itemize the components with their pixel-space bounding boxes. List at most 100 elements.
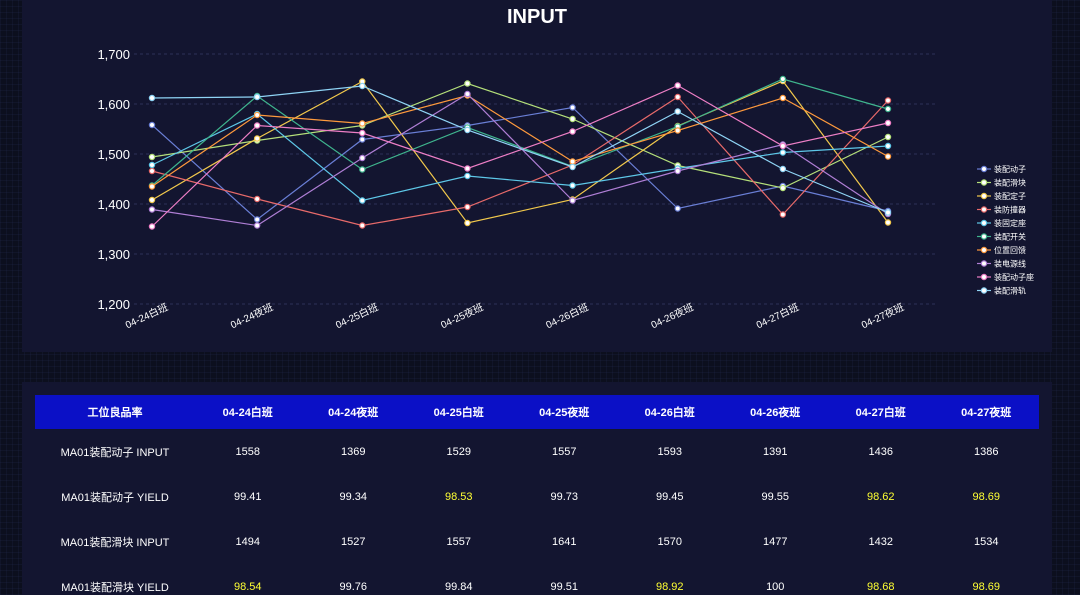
data-point[interactable]: [464, 126, 471, 134]
data-point[interactable]: [779, 165, 787, 173]
data-point[interactable]: [253, 222, 261, 229]
data-point[interactable]: [674, 93, 681, 101]
table-cell: 99.45: [655, 490, 684, 503]
data-point[interactable]: [148, 121, 156, 129]
data-point[interactable]: [779, 142, 787, 150]
data-point[interactable]: [148, 94, 156, 102]
data-point[interactable]: [779, 211, 787, 218]
legend-item[interactable]: 装配滑轨: [977, 286, 1026, 296]
legend-item[interactable]: 装配滑块: [977, 178, 1026, 188]
series-group: [148, 93, 892, 229]
data-point[interactable]: [569, 197, 576, 204]
data-point[interactable]: [253, 216, 261, 223]
table-cell: 98.53: [444, 490, 473, 503]
legend-item[interactable]: 装配动子座: [977, 272, 1034, 282]
data-point[interactable]: [884, 119, 892, 127]
data-point[interactable]: [884, 105, 892, 113]
data-point[interactable]: [464, 165, 471, 172]
data-point[interactable]: [674, 127, 681, 134]
legend-item[interactable]: 装配定子: [977, 191, 1026, 201]
table-cell: 99.76: [339, 580, 368, 593]
data-point[interactable]: [464, 90, 471, 98]
data-point[interactable]: [148, 183, 156, 190]
data-point[interactable]: [359, 154, 366, 162]
data-point[interactable]: [148, 153, 156, 161]
legend-swatch-marker: [980, 206, 988, 213]
table-header-cell: 04-26白班: [644, 407, 695, 419]
data-point[interactable]: [253, 111, 261, 119]
x-tick-label: 04-26夜班: [649, 300, 696, 331]
y-axis: 1,200 1,300 1,400 1,500 1,600 1,700: [97, 47, 130, 312]
yield-table: 工位良品率 04-24白班 04-24夜班 04-25白班 04-25夜班 04-26白班…: [35, 395, 1039, 595]
y-tick-label: 1,300: [97, 247, 130, 262]
legend-item[interactable]: 装配开关: [977, 232, 1026, 242]
data-point[interactable]: [359, 129, 366, 137]
data-point[interactable]: [148, 167, 156, 175]
data-point[interactable]: [569, 115, 576, 123]
table-cell: 1494: [235, 535, 260, 548]
data-point[interactable]: [253, 135, 261, 142]
x-axis: 04-24白班 04-24夜班 04-25白班 04-25夜班 04-26白班 04-26…: [123, 300, 906, 331]
data-point[interactable]: [779, 184, 787, 192]
data-point[interactable]: [359, 197, 366, 204]
table-cell: 98.92: [655, 580, 684, 593]
data-point[interactable]: [464, 172, 471, 180]
data-point[interactable]: [884, 219, 892, 226]
row-label: MA01装配滑块 INPUT: [60, 536, 170, 549]
legend-item[interactable]: 装配动子: [977, 164, 1026, 174]
data-point[interactable]: [779, 94, 787, 102]
data-point[interactable]: [779, 149, 787, 156]
data-point[interactable]: [884, 153, 892, 160]
data-point[interactable]: [464, 203, 471, 211]
data-point[interactable]: [569, 163, 576, 171]
data-point[interactable]: [569, 158, 576, 165]
data-point[interactable]: [148, 206, 156, 213]
data-point[interactable]: [569, 104, 576, 111]
data-point[interactable]: [779, 75, 787, 83]
data-point[interactable]: [674, 205, 681, 212]
y-tick-label: 1,200: [97, 297, 130, 312]
data-point[interactable]: [253, 195, 261, 203]
data-point[interactable]: [674, 108, 681, 115]
table-cell: 98.68: [866, 580, 895, 593]
data-point[interactable]: [253, 122, 261, 129]
data-point[interactable]: [359, 166, 366, 173]
data-point[interactable]: [359, 120, 366, 127]
data-point[interactable]: [253, 93, 261, 101]
data-point[interactable]: [884, 209, 892, 216]
legend-swatch-marker: [980, 260, 988, 267]
table-cell: 1527: [341, 535, 366, 548]
legend-item[interactable]: 装防撞器: [977, 205, 1026, 215]
table-header-cell: 04-27夜班: [961, 407, 1012, 419]
table-header-cell: 04-26夜班: [750, 407, 801, 419]
legend-swatch-marker: [980, 233, 988, 240]
legend-item[interactable]: 装固定座: [977, 218, 1026, 228]
data-point[interactable]: [359, 222, 366, 229]
data-point[interactable]: [148, 223, 156, 230]
data-point[interactable]: [464, 219, 471, 227]
data-point[interactable]: [359, 82, 366, 90]
data-point[interactable]: [674, 82, 681, 89]
data-point[interactable]: [148, 196, 156, 204]
data-point[interactable]: [148, 161, 156, 169]
data-point[interactable]: [569, 182, 576, 189]
legend[interactable]: 装配动子装配滑块装配定子装防撞器装固定座装配开关位置回馈装电源线装配动子座装配滑…: [977, 164, 1034, 296]
data-point[interactable]: [674, 167, 681, 175]
data-point[interactable]: [884, 142, 892, 150]
data-point[interactable]: [569, 128, 576, 135]
data-point[interactable]: [359, 136, 366, 143]
data-point[interactable]: [884, 133, 892, 141]
table-body: MA01装配动子 INPUT 1558 1369 1529 1557 1593 1391 14…: [35, 429, 1039, 595]
series-group: [148, 80, 892, 192]
table-cell: 98.62: [866, 490, 895, 503]
y-tick-label: 1,500: [97, 147, 130, 162]
x-tick-label: 04-26白班: [544, 300, 591, 331]
data-point[interactable]: [464, 80, 471, 87]
table-cell: 100: [766, 580, 785, 593]
legend-item[interactable]: 装电源线: [977, 259, 1026, 269]
data-point[interactable]: [884, 97, 892, 104]
table-cell: 1557: [446, 535, 471, 548]
legend-label: 装配开关: [994, 232, 1026, 242]
legend-label: 装配滑块: [994, 178, 1026, 188]
legend-item[interactable]: 位置回馈: [977, 245, 1026, 255]
